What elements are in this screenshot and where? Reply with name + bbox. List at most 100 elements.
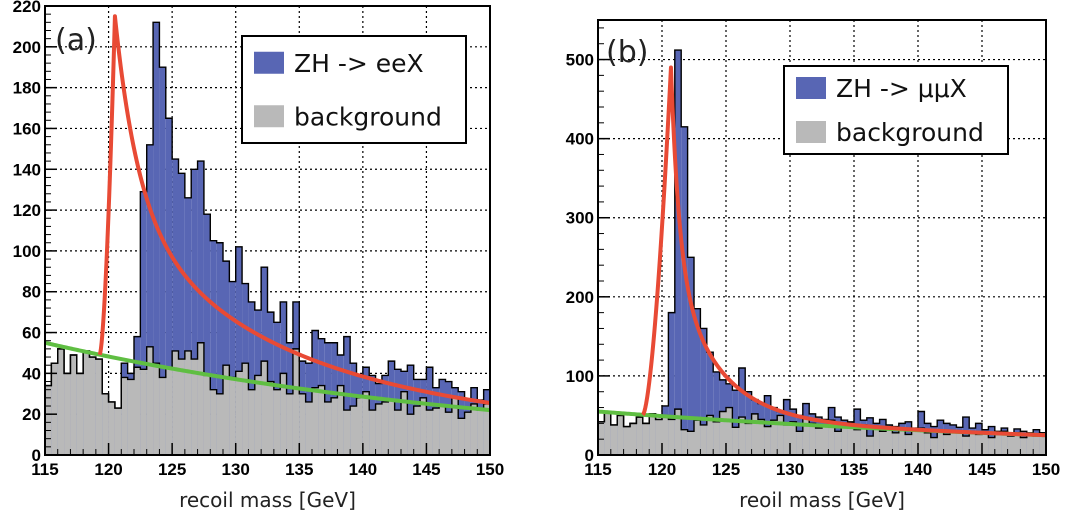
background-bar xyxy=(134,367,141,455)
background-bar xyxy=(1033,436,1040,455)
background-bar xyxy=(242,363,249,455)
y-tick-label: 100 xyxy=(13,242,41,261)
y-tick-label: 120 xyxy=(13,201,41,220)
background-bar xyxy=(95,359,103,455)
background-bar xyxy=(873,428,880,455)
background-bar xyxy=(191,359,198,455)
background-bar xyxy=(854,429,861,455)
background-bar xyxy=(1014,432,1021,455)
x-tick-label: 150 xyxy=(1032,460,1060,479)
background-bar xyxy=(184,350,192,455)
background-bar xyxy=(668,419,675,455)
background-bar xyxy=(726,407,733,455)
background-bar xyxy=(83,350,90,455)
x-tick-label: 130 xyxy=(776,460,804,479)
background-bar xyxy=(930,437,938,455)
background-bar xyxy=(337,385,344,455)
background-bar xyxy=(642,423,650,455)
background-bar xyxy=(719,411,726,455)
panel-b: 115 120 125 130 135 140 145 150 0 100 200 300 400 500… xyxy=(566,19,1060,512)
background-bar xyxy=(770,420,778,455)
background-bar xyxy=(451,397,459,455)
background-bar xyxy=(76,373,84,455)
signal-bar xyxy=(178,173,185,455)
legend-swatch xyxy=(254,51,284,74)
background-bar xyxy=(732,427,739,455)
background-bar xyxy=(153,363,160,455)
background-bar xyxy=(969,431,976,455)
background-bar xyxy=(324,401,332,455)
background-bar xyxy=(369,410,376,455)
background-bar xyxy=(598,421,605,455)
background-bar xyxy=(121,377,128,455)
background-bar xyxy=(458,418,465,455)
background-bar xyxy=(318,385,325,455)
background-bar xyxy=(248,389,255,455)
plot-frame xyxy=(597,19,1047,456)
signal-bar xyxy=(694,308,701,455)
background-bar xyxy=(943,434,950,455)
background-bar xyxy=(375,403,382,455)
background-bar xyxy=(108,401,115,455)
signal-bar xyxy=(681,126,688,455)
background-bar xyxy=(413,406,421,455)
x-tick-label: 120 xyxy=(94,460,122,479)
background-bar xyxy=(796,431,803,455)
background-bar xyxy=(905,434,912,455)
background-bar xyxy=(975,434,982,455)
x-axis-title: reoil mass [GeV] xyxy=(739,488,905,512)
background-bar xyxy=(924,432,931,455)
background-bar xyxy=(254,375,262,455)
signal-fit-curve xyxy=(641,65,1048,438)
panel-label: (b) xyxy=(606,35,648,70)
background-bar xyxy=(886,426,893,455)
background-bar xyxy=(783,424,790,455)
y-tick-label: 0 xyxy=(32,446,41,465)
background-bar xyxy=(426,410,433,455)
background-bar xyxy=(470,403,478,455)
x-tick-label: 140 xyxy=(904,460,932,479)
signal-bar xyxy=(687,257,694,455)
background-bar xyxy=(879,431,886,455)
signal-bar xyxy=(407,365,414,455)
background-bar xyxy=(898,429,906,455)
signal-bar xyxy=(210,240,217,455)
background-bar xyxy=(178,359,185,455)
legend-label: ZH -> μμX xyxy=(836,74,967,103)
signal-fit-curve xyxy=(97,14,492,405)
background-bar xyxy=(127,379,134,455)
background-bar xyxy=(790,421,797,455)
background-bar xyxy=(159,377,166,455)
legend-label: ZH -> eeX xyxy=(294,49,424,78)
background-bar xyxy=(758,419,765,455)
y-tick-label: 220 xyxy=(13,0,41,16)
y-tick-label: 100 xyxy=(566,367,594,386)
background-bar xyxy=(273,389,281,455)
background-bar xyxy=(649,413,656,455)
background-bar xyxy=(420,397,427,455)
y-tick-label: 60 xyxy=(22,324,41,343)
background-bar xyxy=(388,399,395,455)
x-tick-label: 135 xyxy=(840,460,868,479)
signal-bar xyxy=(153,22,160,456)
background-bar xyxy=(89,357,96,455)
background-bar xyxy=(604,411,611,455)
background-bar xyxy=(70,354,77,455)
background-bar xyxy=(445,412,452,455)
background-bar xyxy=(102,393,109,455)
background-bar xyxy=(636,417,643,455)
legend-swatch xyxy=(254,105,284,128)
y-tick-label: 300 xyxy=(566,209,594,228)
background-bar xyxy=(483,403,490,455)
background-bar xyxy=(401,391,408,455)
background-bar xyxy=(1020,437,1027,455)
background-bar xyxy=(834,431,842,455)
y-tick-label: 180 xyxy=(13,79,41,98)
signal-bar xyxy=(324,342,332,455)
y-tick-label: 500 xyxy=(566,51,594,70)
signal-bar xyxy=(713,371,720,455)
background-bar xyxy=(956,432,963,455)
background-bar xyxy=(305,401,312,455)
signal-bar xyxy=(140,191,147,456)
background-bar xyxy=(261,361,268,455)
